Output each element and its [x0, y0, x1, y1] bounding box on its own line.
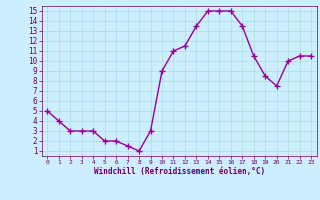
X-axis label: Windchill (Refroidissement éolien,°C): Windchill (Refroidissement éolien,°C): [94, 167, 265, 176]
